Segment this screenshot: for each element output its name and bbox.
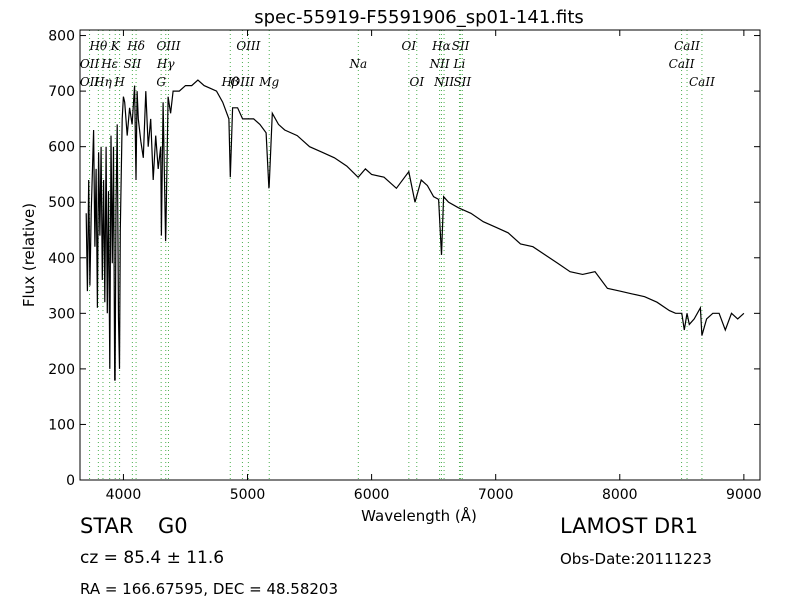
y-axis-label: Flux (relative)	[20, 203, 38, 307]
survey-name: LAMOST DR1	[560, 514, 699, 538]
x-tick-label: 9000	[726, 487, 762, 503]
spectral-line-label: CaII	[689, 75, 715, 89]
spectral-line-label: Hγ	[156, 57, 175, 71]
spectral-line-label: NII	[429, 57, 450, 71]
spectral-line-label: SII	[452, 39, 470, 53]
coordinates: RA = 166.67595, DEC = 48.58203	[80, 580, 339, 598]
redshift-cz: cz = 85.4 ± 11.6	[80, 548, 225, 568]
spectrum-line	[85, 79, 745, 381]
spectral-line-label: Hδ	[126, 39, 145, 53]
spectral-line-label: OII	[80, 75, 100, 89]
object-class: STAR	[80, 514, 134, 538]
spectral-line-label: Li	[453, 57, 466, 71]
spectral-line-label: Na	[349, 57, 368, 71]
spectral-line-label: SII	[453, 75, 471, 89]
y-tick-label: 600	[48, 140, 75, 156]
spectral-line-label: CaII	[674, 39, 700, 53]
y-tick-label: 500	[48, 195, 75, 211]
plot-frame	[79, 29, 761, 481]
spectral-line-label: OII	[80, 57, 100, 71]
y-tick-label: 300	[48, 306, 75, 322]
y-tick-label: 700	[48, 84, 75, 100]
observation-date: Obs-Date:20111223	[560, 550, 712, 568]
x-tick-label: 8000	[602, 487, 638, 503]
spectral-line-label: SII	[124, 57, 142, 71]
spectral-line-label: Hη	[93, 75, 112, 89]
y-tick-label: 800	[48, 29, 75, 45]
chart-title: spec-55919-F5591906_sp01-141.fits	[254, 7, 584, 28]
x-tick-label: 5000	[230, 487, 266, 503]
spectral-line-label: K	[110, 39, 121, 53]
spectral-line-label: CaII	[669, 57, 695, 71]
spectral-line-label: OIII	[230, 75, 254, 89]
spectral-line-label: Hα	[431, 39, 451, 53]
spectral-line-label: OI	[402, 39, 417, 53]
spectral-line-label: Hβ	[221, 75, 239, 89]
spectral-line-label: H	[113, 75, 125, 89]
object-subclass: G0	[158, 514, 188, 538]
spectral-line-label: Hθ	[89, 39, 108, 53]
spectral-line-label: NII	[433, 75, 454, 89]
y-tick-label: 200	[48, 362, 75, 378]
y-tick-label: 400	[48, 251, 75, 267]
spectral-line-label: Mg	[258, 75, 279, 89]
spectral-line-label: OI	[409, 75, 424, 89]
x-tick-label: 4000	[106, 487, 142, 503]
x-axis-label: Wavelength (Å)	[361, 506, 477, 525]
spectral-line-label: G	[156, 75, 166, 89]
spectral-line-label: OIII	[236, 39, 260, 53]
y-tick-label: 0	[66, 473, 75, 489]
spectral-line-label: OIII	[156, 39, 180, 53]
x-tick-label: 6000	[354, 487, 390, 503]
x-tick-label: 7000	[478, 487, 514, 503]
y-tick-label: 100	[48, 417, 75, 433]
spectral-line-label: Hε	[100, 57, 118, 71]
